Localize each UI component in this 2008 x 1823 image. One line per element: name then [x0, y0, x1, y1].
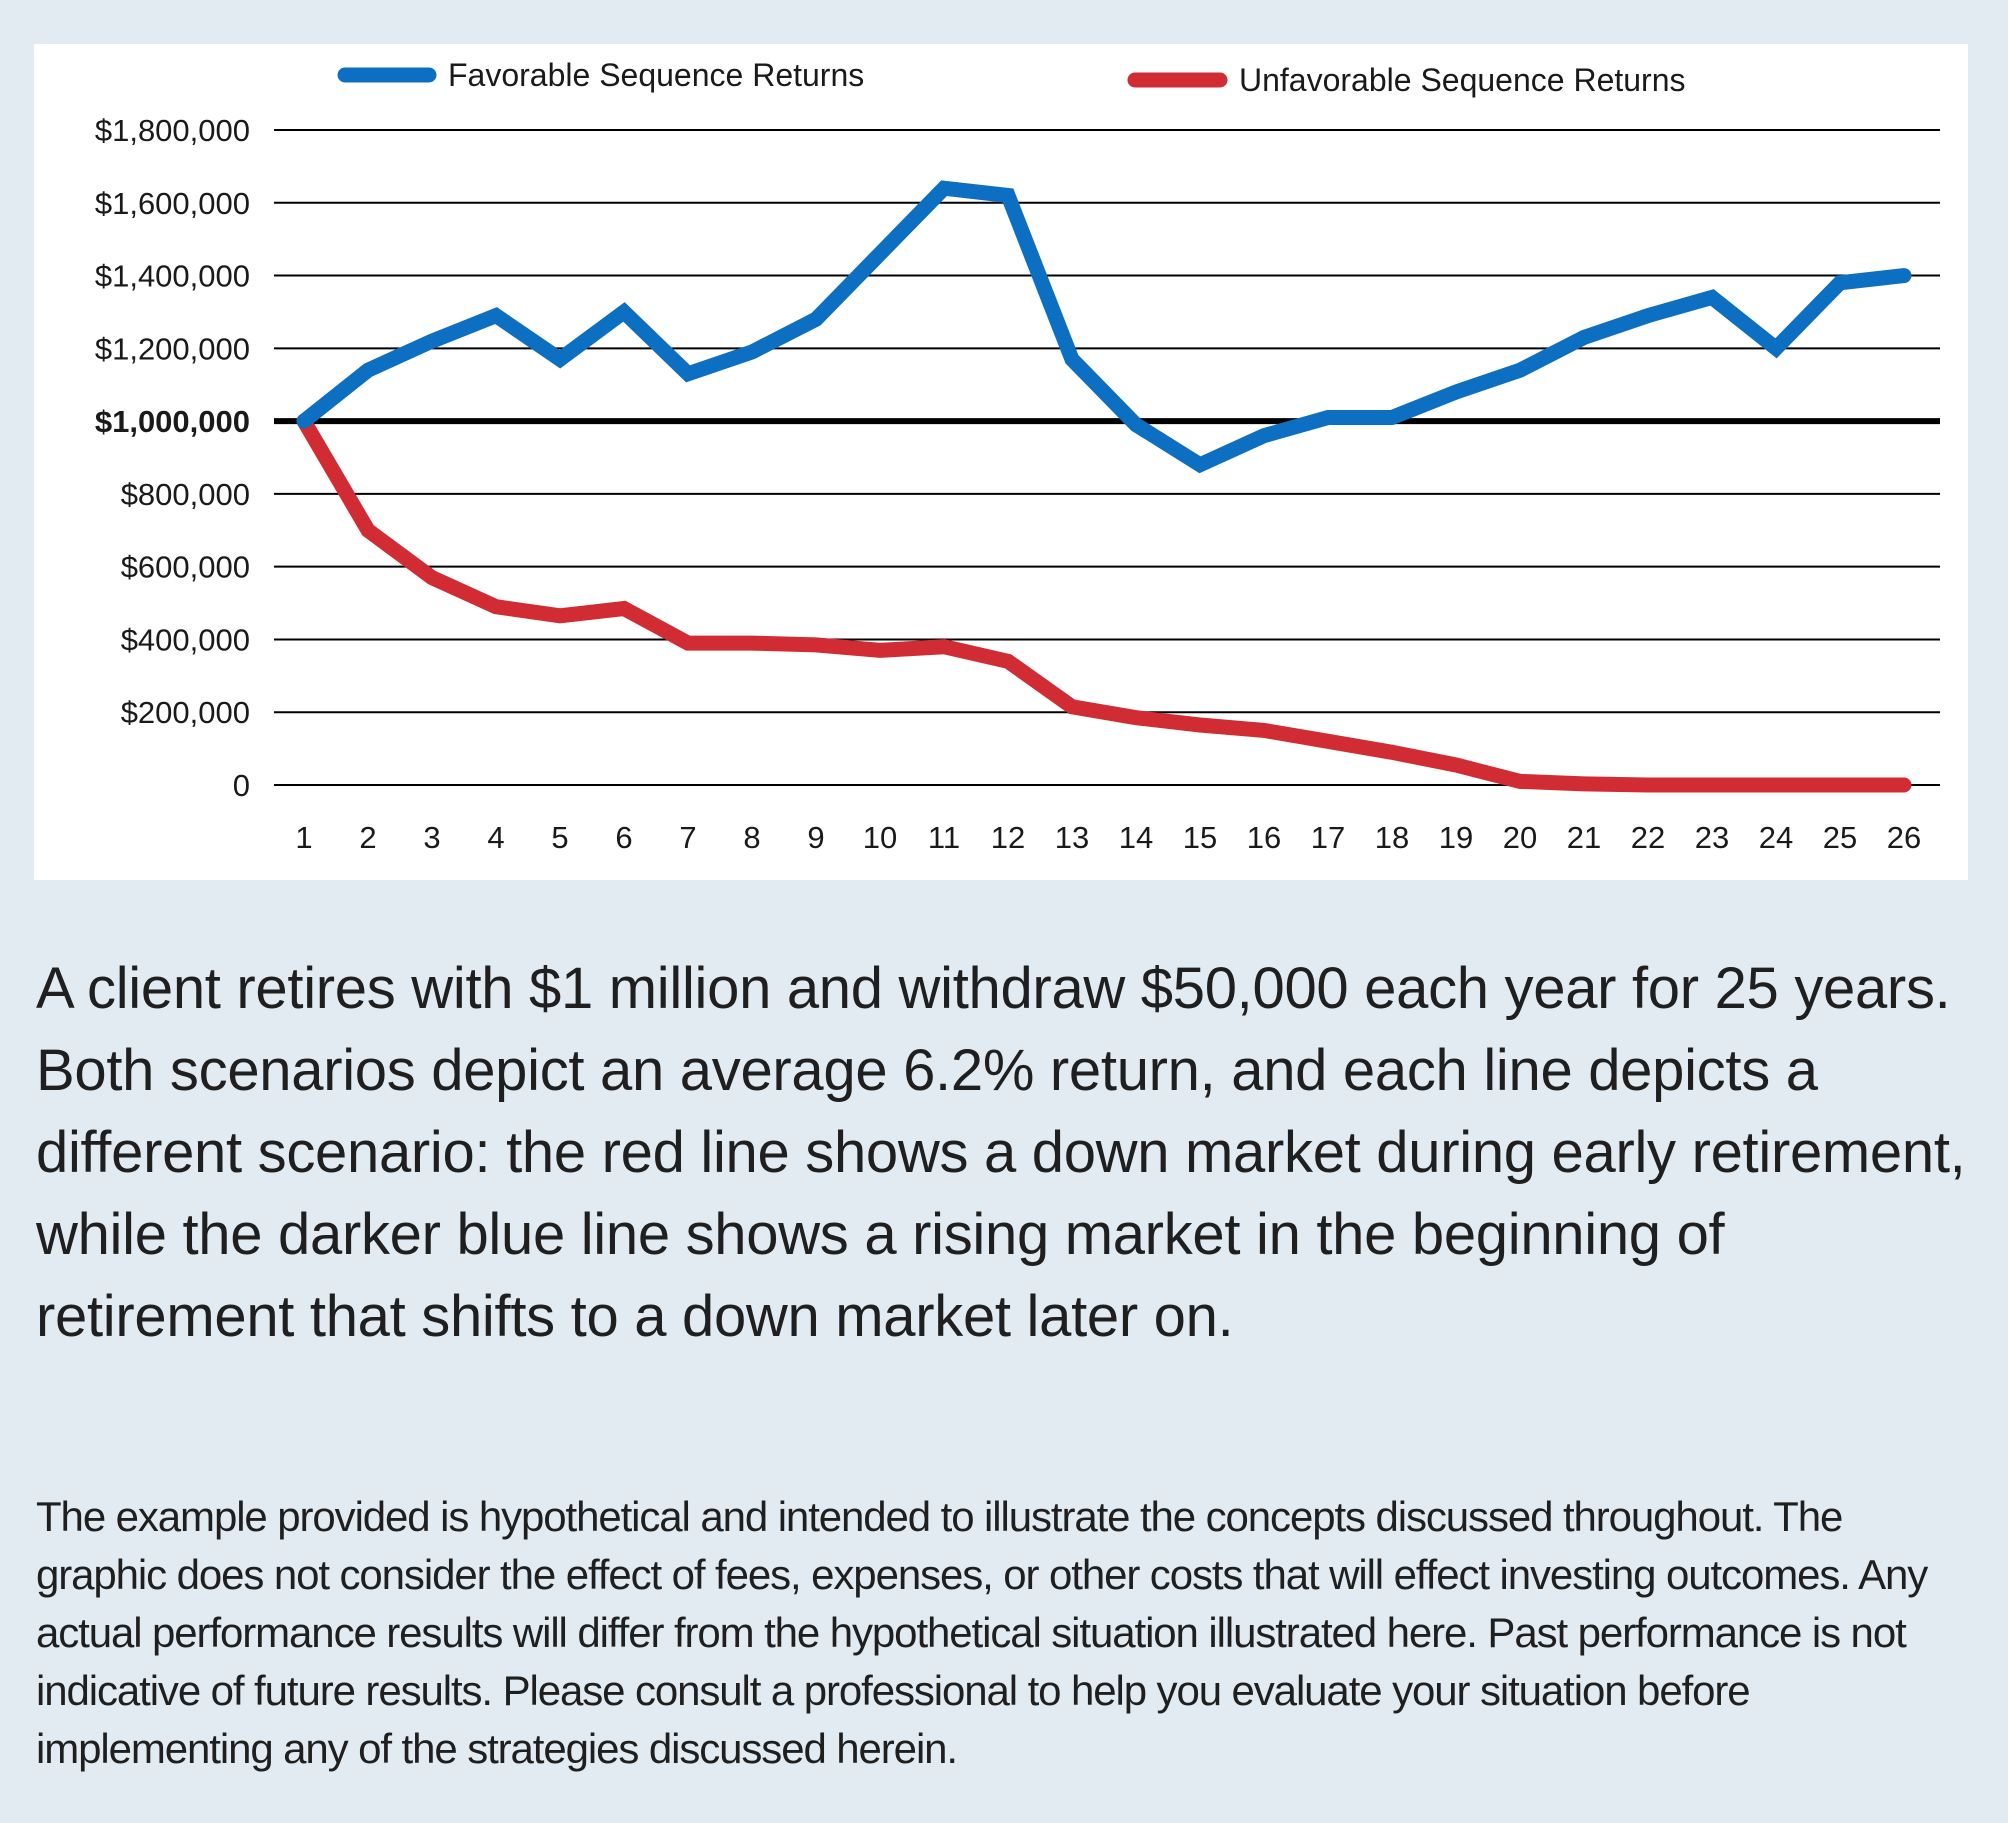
y-tick-label: $1,600,000: [95, 186, 250, 221]
gridlines: [274, 129, 1940, 786]
x-tick-label: 7: [679, 820, 696, 855]
series-line: [296, 180, 1912, 474]
x-tick-label: 1: [295, 820, 312, 855]
series-line: [296, 413, 1912, 793]
x-tick-label: 12: [991, 820, 1025, 855]
x-tick-label: 2: [359, 820, 376, 855]
y-tick-label: $200,000: [121, 695, 250, 730]
x-tick-label: 19: [1439, 820, 1473, 855]
x-tick-label: 17: [1311, 820, 1345, 855]
x-tick-label: 26: [1887, 820, 1921, 855]
y-axis-labels: 0 $200,000 $400,000 $600,000 $800,000 $1,000,…: [95, 113, 250, 803]
x-tick-label: 14: [1119, 820, 1153, 855]
x-tick-label: 21: [1567, 820, 1601, 855]
x-tick-label: 20: [1503, 820, 1537, 855]
x-tick-label: 16: [1247, 820, 1281, 855]
chart-description: A client retires with $1 million and wit…: [36, 956, 1966, 1349]
x-tick-label: 6: [615, 820, 632, 855]
x-tick-label: 13: [1055, 820, 1089, 855]
y-tick-label: $1,800,000: [95, 113, 250, 148]
x-axis-labels: 1 2 3 4 5 6 7 8 9 10 11 12 13 14 15 16 17 18 19 20 21 22 23 24 2…: [295, 820, 1921, 855]
x-tick-label: 24: [1759, 820, 1793, 855]
x-tick-label: 9: [807, 820, 824, 855]
disclaimer-text: The example provided is hypothetical and…: [36, 1493, 1928, 1772]
y-tick-label: $1,400,000: [95, 259, 250, 294]
series-lines: [296, 180, 1912, 793]
x-tick-label: 15: [1183, 820, 1217, 855]
legend-label: Favorable Sequence Returns: [448, 57, 864, 93]
x-tick-label: 25: [1823, 820, 1857, 855]
y-tick-label: $600,000: [121, 550, 250, 585]
x-tick-label: 10: [863, 820, 897, 855]
x-tick-label: 4: [487, 820, 504, 855]
legend: Favorable Sequence Returns Unfavorable Se…: [337, 57, 1686, 98]
x-tick-label: 23: [1695, 820, 1729, 855]
x-tick-label: 8: [743, 820, 760, 855]
legend-label: Unfavorable Sequence Returns: [1239, 62, 1686, 98]
y-tick-label: $1,200,000: [95, 331, 250, 366]
x-tick-label: 5: [551, 820, 568, 855]
x-tick-label: 18: [1375, 820, 1409, 855]
y-tick-label: $800,000: [121, 477, 250, 512]
y-tick-label: 0: [233, 768, 250, 803]
y-tick-label: $1,000,000: [95, 404, 250, 439]
x-tick-label: 3: [423, 820, 440, 855]
x-tick-label: 22: [1631, 820, 1665, 855]
y-tick-label: $400,000: [121, 622, 250, 657]
x-tick-label: 11: [928, 820, 960, 855]
chart-panel: 0 $200,000 $400,000 $600,000 $800,000 $1,000,…: [34, 44, 1968, 880]
line-chart: 0 $200,000 $400,000 $600,000 $800,000 $1,000,…: [95, 57, 1940, 855]
